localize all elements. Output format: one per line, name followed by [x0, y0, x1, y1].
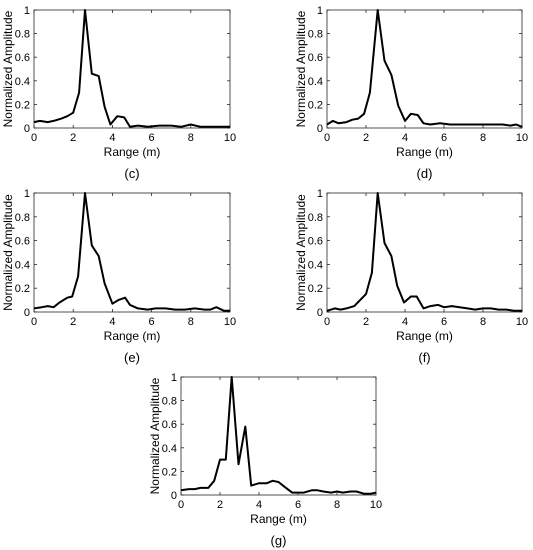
y-tick-label: 0.4 [308, 76, 323, 88]
y-axis-label: Normalized Amplitude [294, 194, 308, 311]
y-tick-label: 0.4 [15, 76, 30, 88]
y-tick-label: 0.8 [308, 29, 323, 41]
x-tick-label: 4 [109, 316, 115, 328]
x-axis-label: Range (m) [396, 145, 453, 159]
y-tick-label: 0.8 [308, 212, 323, 224]
panel-label: (g) [271, 533, 287, 548]
plot-frame [33, 9, 231, 129]
panel-label: (e) [124, 350, 140, 365]
chart-panel: 0 2 4 6 8 10 0 0.2 0.4 0.6 0.8 1 Range (m) Normalized… [1, 188, 236, 365]
panel-label: (c) [124, 166, 139, 181]
x-axis-label: Range (m) [104, 145, 161, 159]
x-tick-label: 0 [178, 499, 184, 511]
x-tick-label: 6 [441, 132, 447, 144]
x-tick-label: 0 [324, 316, 330, 328]
y-tick-label: 0.2 [308, 99, 323, 111]
y-tick-label: 0 [317, 123, 323, 135]
y-tick-label: 1 [171, 372, 177, 384]
x-tick-label: 0 [31, 316, 37, 328]
x-tick-label: 10 [224, 132, 236, 144]
x-tick-label: 4 [402, 316, 408, 328]
y-tick-label: 1 [317, 5, 323, 17]
y-tick-label: 0 [24, 123, 30, 135]
x-tick-label: 2 [70, 316, 76, 328]
x-axis-label: Range (m) [396, 329, 453, 343]
y-tick-label: 0.4 [15, 259, 30, 271]
x-tick-label: 4 [402, 132, 408, 144]
chart-panel: 0 2 4 6 8 10 0 0.2 0.4 0.6 0.8 1 Range (m) Normalized… [1, 5, 236, 181]
y-tick-label: 0.6 [308, 52, 323, 64]
x-tick-label: 4 [256, 499, 262, 511]
series-line [33, 192, 230, 312]
y-tick-label: 0 [24, 307, 30, 319]
x-tick-label: 8 [334, 499, 340, 511]
y-tick-label: 0.8 [15, 212, 30, 224]
plot-frame [180, 376, 377, 496]
y-tick-label: 0.4 [162, 443, 177, 455]
x-tick-label: 10 [516, 132, 528, 144]
y-tick-label: 0.2 [15, 99, 30, 111]
y-tick-label: 0.6 [308, 236, 323, 248]
y-tick-label: 0 [171, 490, 177, 502]
y-tick-label: 0.6 [15, 236, 30, 248]
y-axis-label: Normalized Amplitude [148, 377, 162, 494]
y-axis-label: Normalized Amplitude [1, 194, 15, 311]
x-tick-label: 8 [480, 316, 486, 328]
x-axis-label: Range (m) [250, 512, 307, 526]
panel-label: (d) [417, 166, 433, 181]
x-tick-label: 0 [31, 132, 37, 144]
plot-frame [33, 192, 231, 313]
x-tick-label: 6 [295, 499, 301, 511]
y-tick-label: 0.4 [308, 259, 323, 271]
chart-panel: 0 2 4 6 8 10 0 0.2 0.4 0.6 0.8 1 Range (m) Normalized… [294, 5, 528, 181]
y-tick-label: 0.2 [162, 466, 177, 478]
chart-panel: 0 2 4 6 8 10 0 0.2 0.4 0.6 0.8 1 Range (m) Normalized… [148, 372, 382, 548]
x-tick-label: 2 [70, 132, 76, 144]
y-tick-label: 0.8 [15, 29, 30, 41]
plot-frame [326, 192, 523, 313]
x-tick-label: 6 [149, 132, 155, 144]
x-tick-label: 2 [217, 499, 223, 511]
y-tick-label: 1 [24, 5, 30, 17]
y-tick-label: 0.6 [15, 52, 30, 64]
y-tick-label: 0.6 [162, 419, 177, 431]
x-tick-label: 10 [516, 316, 528, 328]
y-tick-label: 0.2 [15, 283, 30, 295]
x-tick-label: 8 [480, 132, 486, 144]
y-tick-label: 0.2 [308, 283, 323, 295]
series-line [326, 9, 523, 128]
chart-panel: 0 2 4 6 8 10 0 0.2 0.4 0.6 0.8 1 Range (m) Normalized… [294, 188, 528, 365]
y-tick-label: 1 [24, 188, 30, 200]
y-axis-label: Normalized Amplitude [1, 10, 15, 127]
plot-frame [326, 9, 523, 129]
x-tick-label: 10 [370, 499, 382, 511]
series-line [326, 192, 522, 312]
y-tick-label: 1 [317, 188, 323, 200]
y-axis-label: Normalized Amplitude [294, 10, 308, 127]
y-tick-label: 0.8 [162, 396, 177, 408]
y-tick-label: 0 [317, 307, 323, 319]
x-tick-label: 2 [363, 316, 369, 328]
x-tick-label: 10 [224, 316, 236, 328]
x-tick-label: 8 [188, 316, 194, 328]
x-tick-label: 2 [363, 132, 369, 144]
x-tick-label: 8 [188, 132, 194, 144]
x-tick-label: 4 [109, 132, 115, 144]
series-line [33, 9, 230, 128]
x-axis-label: Range (m) [104, 329, 161, 343]
series-line [180, 376, 377, 495]
panel-label: (f) [418, 350, 430, 365]
x-tick-label: 6 [149, 316, 155, 328]
x-tick-label: 6 [441, 316, 447, 328]
x-tick-label: 0 [324, 132, 330, 144]
